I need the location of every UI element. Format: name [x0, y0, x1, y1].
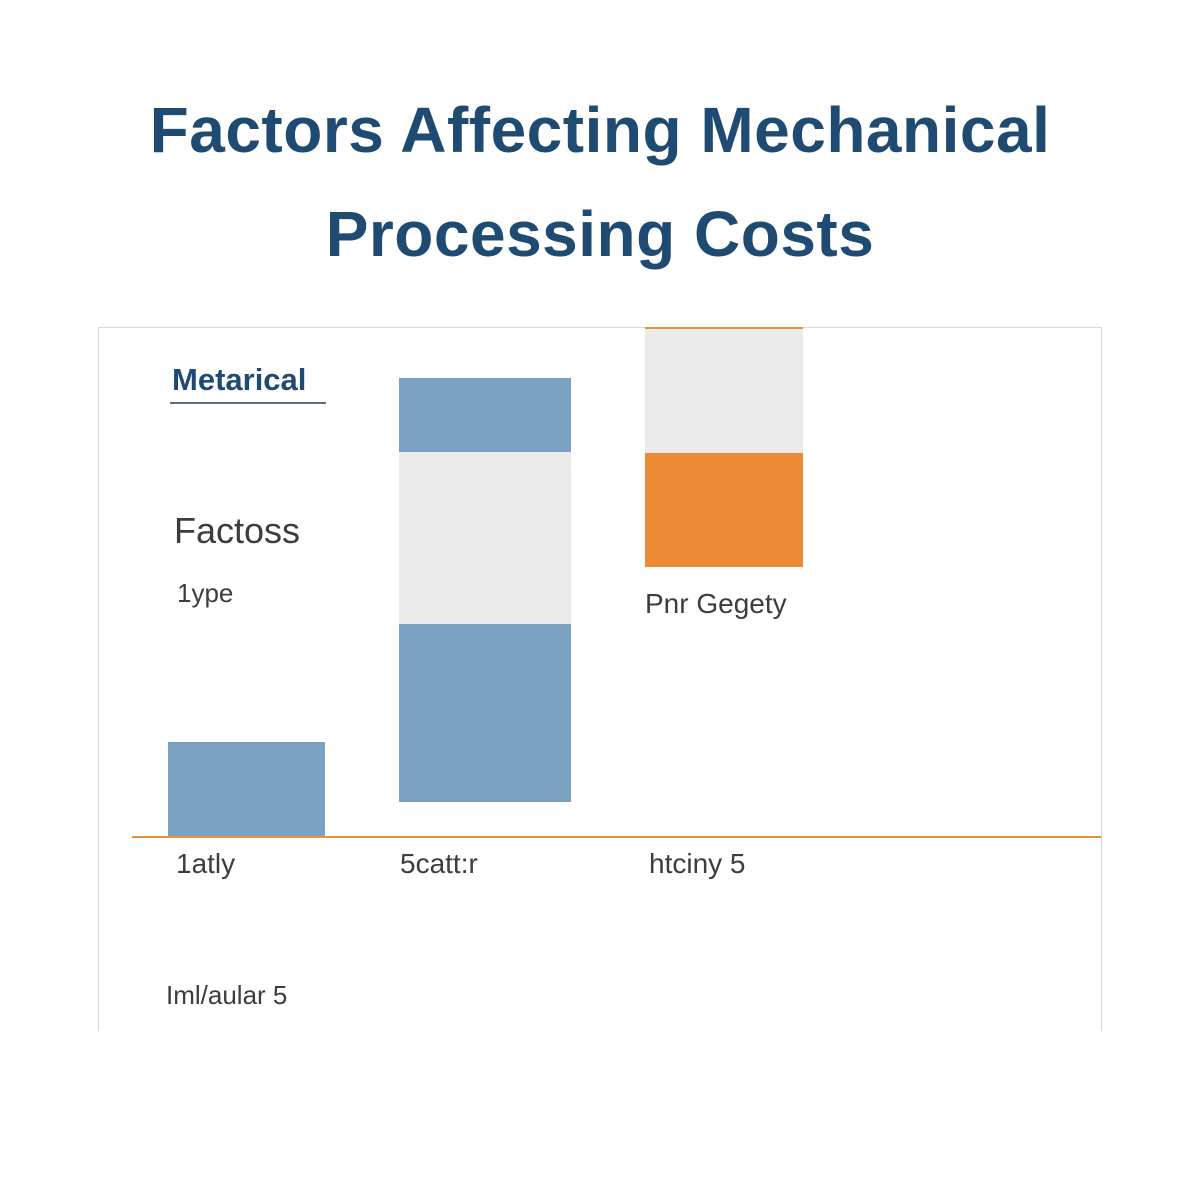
factors-label: Factoss — [174, 510, 301, 551]
legend-title: Metarical — [172, 362, 307, 397]
bar-3-segment-2-gray — [645, 327, 803, 453]
plot-frame-right — [1101, 327, 1102, 1031]
plot-frame-top — [98, 327, 1102, 328]
legend-underline — [170, 402, 326, 404]
bar-1-segment-1-blue — [168, 742, 325, 837]
category-label-1: 1atly — [176, 848, 236, 879]
category-label-3: htciny 5 — [649, 848, 746, 879]
type-label: 1ype — [177, 578, 234, 608]
category-label-2: 5catt:r — [400, 848, 478, 879]
bar-2-segment-1-blue — [399, 624, 571, 802]
chart-title: Factors Affecting Mechanical Processing … — [0, 78, 1200, 286]
chart-title-line-2: Processing Costs — [325, 198, 875, 270]
bar-3-segment-1-orange — [645, 453, 803, 567]
plot-frame-left — [98, 327, 99, 1031]
bar-2-segment-2-gray — [399, 452, 571, 624]
bar-2-segment-3-blue — [399, 378, 571, 452]
chart-title-line-1: Factors Affecting Mechanical — [149, 94, 1051, 166]
bar-3-top-cap — [645, 327, 803, 329]
bar-annotation: Pnr Gegety — [645, 588, 787, 619]
footer-label: Iml/aular 5 — [166, 980, 288, 1010]
